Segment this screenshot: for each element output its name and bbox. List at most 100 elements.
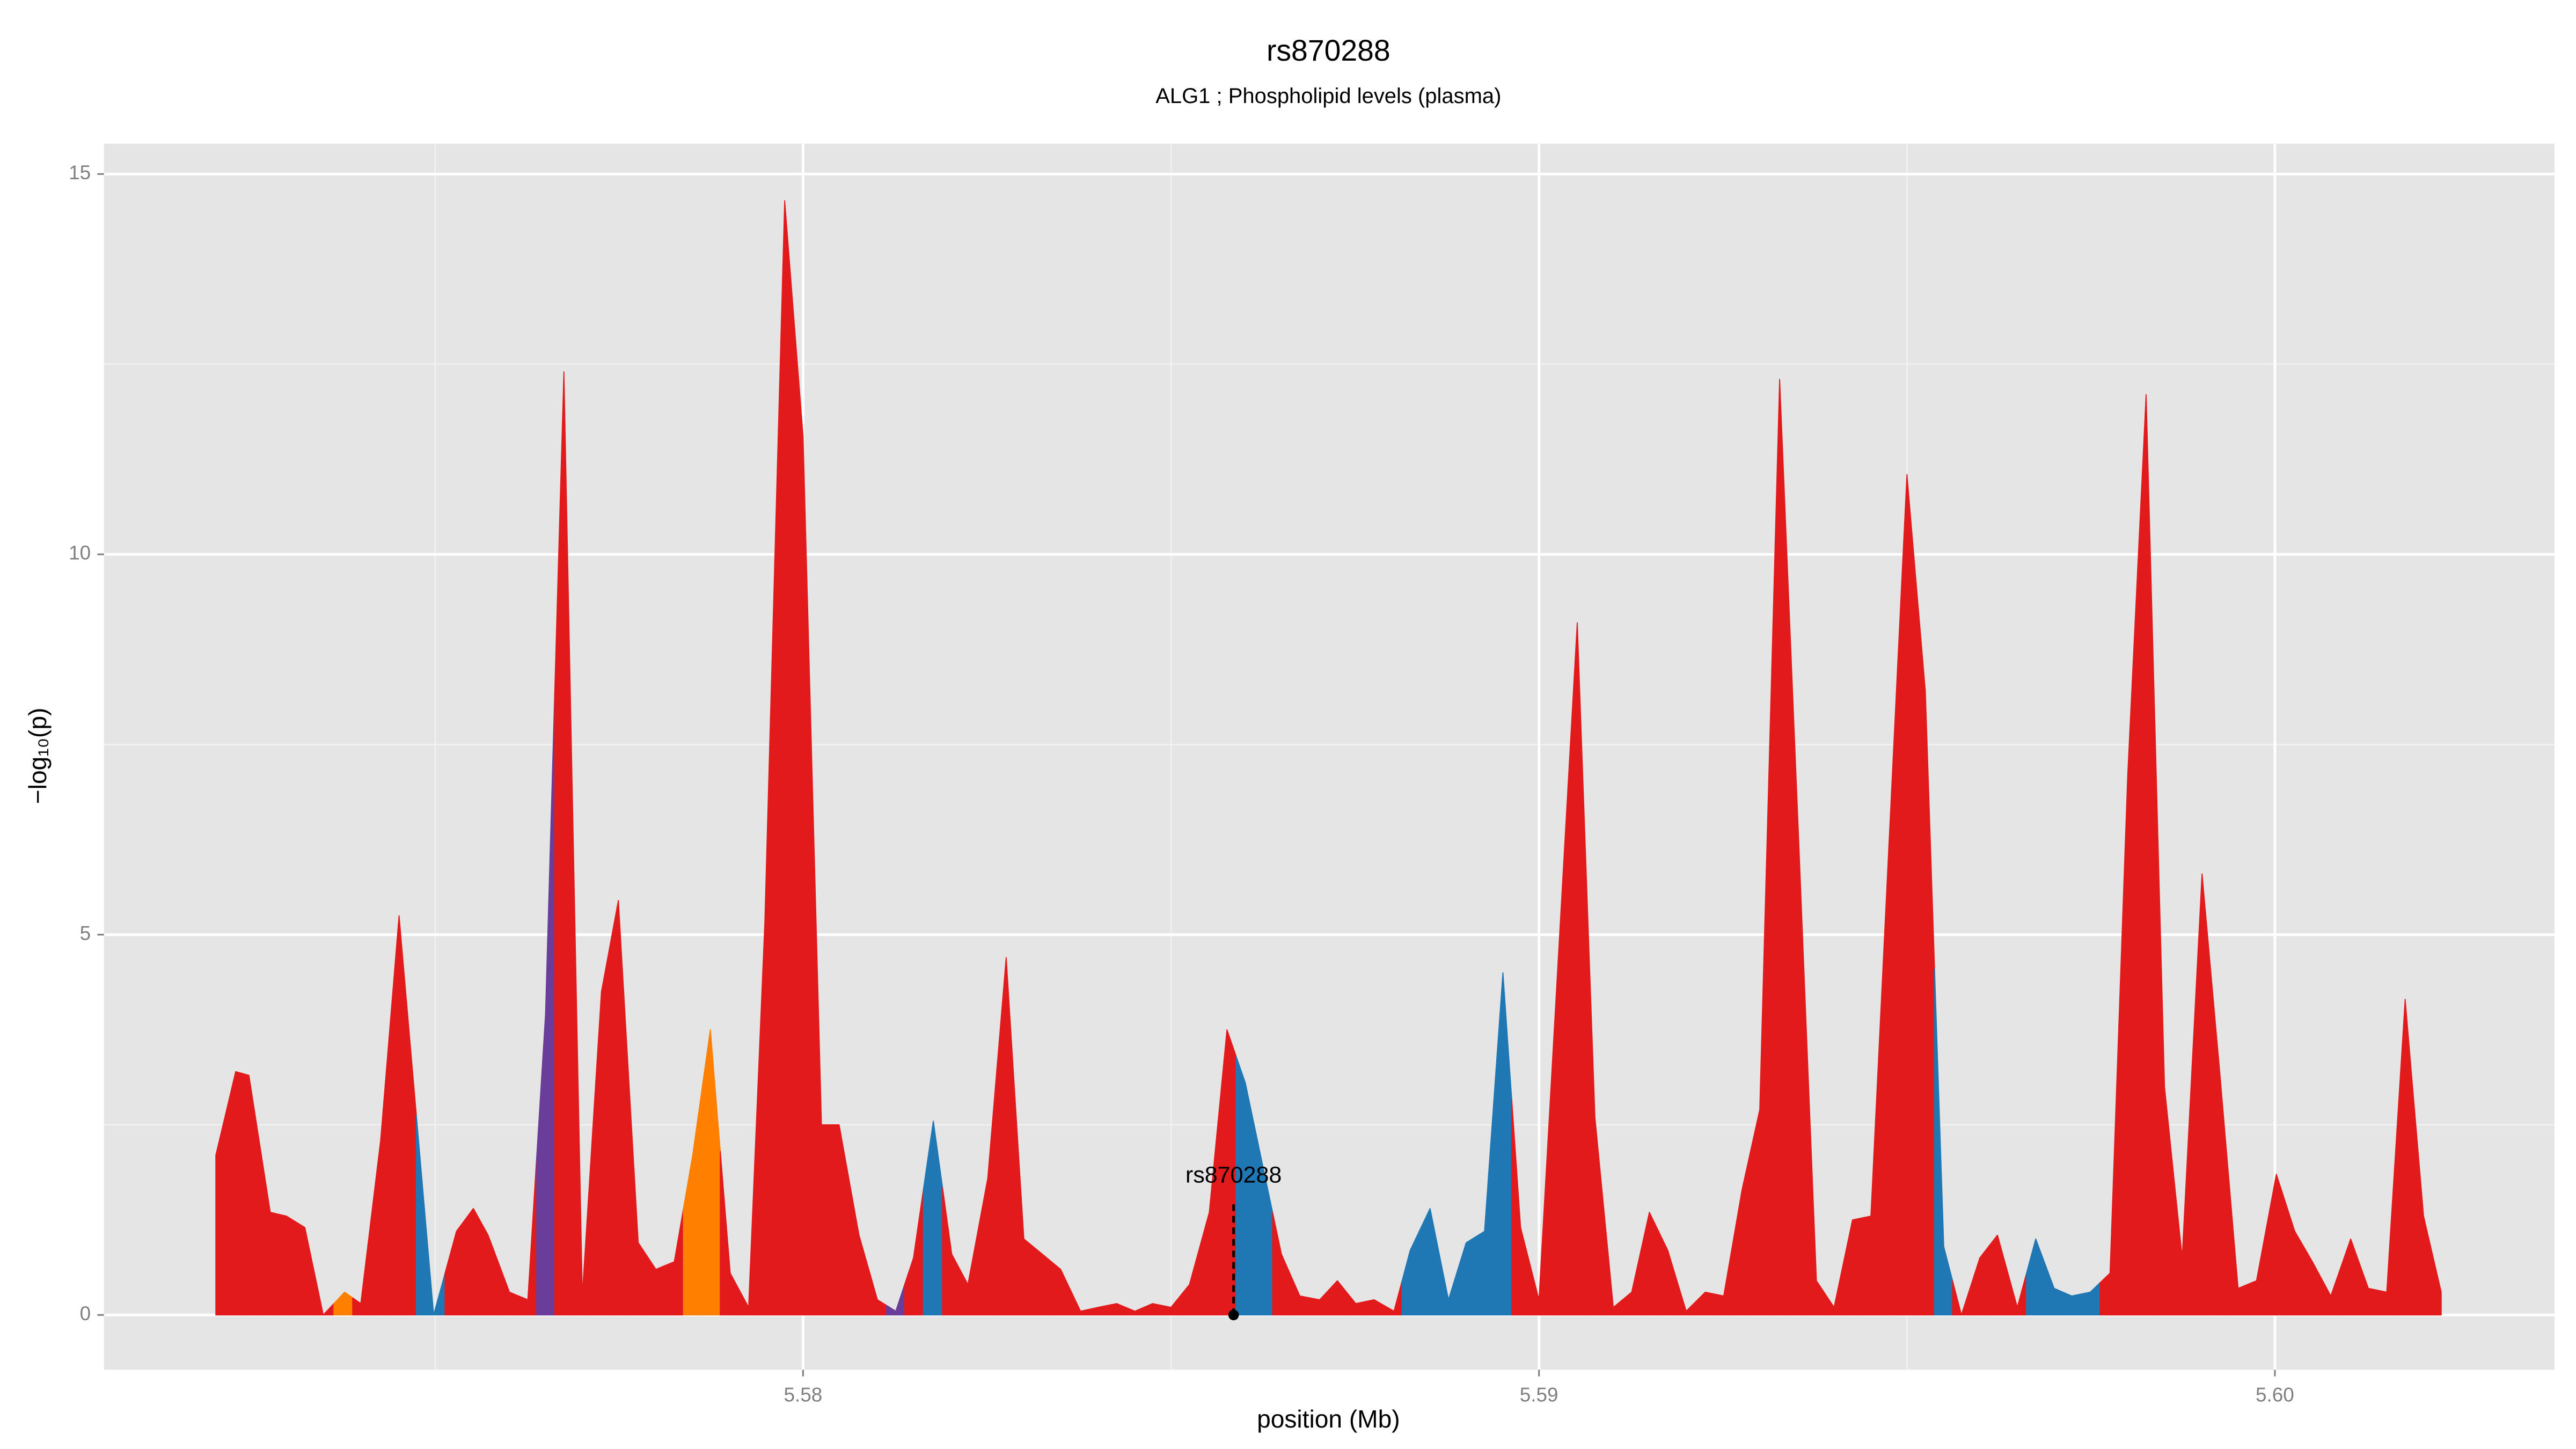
area-band [1198, 1120, 1219, 1316]
area-band [942, 1187, 961, 1316]
area-band [1309, 1290, 1329, 1316]
area-band [1714, 1242, 1733, 1316]
area-band [2246, 1227, 2267, 1316]
area-band [996, 957, 1016, 1316]
area-band [1861, 845, 1890, 1316]
area-band [1088, 1305, 1108, 1316]
area-band [591, 945, 611, 1316]
area-band [1070, 1290, 1090, 1316]
area-band [2340, 1238, 2360, 1316]
area-band [415, 1115, 446, 1316]
area-band [225, 1071, 243, 1316]
area-band [1493, 972, 1512, 1316]
area-band [480, 1221, 500, 1316]
area-band [1254, 1126, 1274, 1316]
area-band [2359, 1263, 2379, 1316]
area-band [1788, 601, 1808, 1316]
area-band [1014, 1097, 1034, 1316]
area-band [977, 1067, 998, 1316]
area-band [1272, 1212, 1291, 1316]
area-band [1384, 1280, 1403, 1316]
area-band [241, 1073, 260, 1316]
area-band [389, 915, 417, 1316]
area-band [959, 1231, 979, 1316]
area-band [2062, 1291, 2082, 1316]
area-band [1970, 1246, 1989, 1316]
area-band [1051, 1261, 1071, 1316]
area-band [2044, 1263, 2063, 1316]
area-band [1401, 1228, 1421, 1316]
area-band [1825, 1263, 1844, 1316]
area-band [923, 1120, 943, 1316]
chart-subtitle: ALG1 ; Phospholipid levels (plasma) [1155, 84, 1501, 108]
area-band [683, 1092, 702, 1316]
area-band [1934, 968, 1953, 1316]
x-tick-label: 5.59 [1520, 1384, 1558, 1406]
area-band [2155, 740, 2174, 1316]
area-band [1161, 1295, 1181, 1316]
area-band [646, 1255, 666, 1316]
area-band [352, 1221, 371, 1316]
area-band [1419, 1208, 1440, 1316]
area-band [1585, 869, 1605, 1316]
area-band [1988, 1234, 2008, 1316]
area-band [1235, 1056, 1255, 1316]
area-band [1640, 1212, 1659, 1316]
area-band [1180, 1248, 1200, 1316]
area-band [464, 1208, 481, 1316]
area-band [2303, 1246, 2322, 1316]
area-band [627, 1071, 648, 1316]
area-band [1604, 1212, 1623, 1316]
area-band [536, 692, 555, 1316]
annotation-point [1228, 1309, 1239, 1321]
area-band [2228, 1179, 2248, 1316]
area-band [1695, 1291, 1715, 1316]
area-band [701, 1029, 721, 1316]
area-band [1676, 1280, 1696, 1316]
area-band [2266, 1174, 2286, 1316]
area-band [1529, 961, 1559, 1316]
area-band [1475, 1101, 1495, 1316]
x-axis-label: position (Mb) [1257, 1405, 1400, 1433]
area-band [1658, 1231, 1678, 1316]
area-band [2007, 1270, 2028, 1316]
area-band [1769, 379, 1790, 1316]
area-band [848, 1179, 869, 1316]
x-tick-label: 5.58 [784, 1384, 823, 1406]
area-band [277, 1213, 296, 1316]
area-band [2395, 999, 2415, 1316]
area-band [609, 899, 629, 1316]
area-band [498, 1263, 519, 1316]
area-band [2099, 1023, 2120, 1316]
area-band [1952, 1280, 1971, 1316]
area-band [811, 780, 831, 1316]
area-band [904, 1189, 924, 1316]
area-band [720, 1151, 740, 1316]
area-band [2080, 1282, 2101, 1316]
area-band [2285, 1202, 2304, 1316]
area-band [370, 1027, 391, 1316]
area-band [1750, 744, 1770, 1316]
area-band [1125, 1307, 1145, 1316]
area-band [1806, 1052, 1826, 1316]
chart-title: rs870288 [1267, 34, 1391, 67]
area-band [2432, 1253, 2442, 1316]
area-band [1842, 1217, 1862, 1316]
area-band [867, 1267, 887, 1316]
area-band [2172, 1065, 2193, 1316]
area-band [1888, 474, 1917, 1316]
area-band [793, 318, 813, 1316]
area-band [1732, 1149, 1752, 1316]
area-band [2321, 1267, 2341, 1316]
area-band [2118, 584, 2138, 1316]
area-band [1290, 1274, 1311, 1316]
y-tick-label: 15 [69, 162, 91, 184]
area-band [2191, 873, 2212, 1316]
area-band [1033, 1246, 1052, 1316]
area-band [1511, 1099, 1531, 1316]
area-band [554, 371, 574, 1316]
area-band [1438, 1253, 1458, 1316]
area-band [1346, 1291, 1366, 1316]
